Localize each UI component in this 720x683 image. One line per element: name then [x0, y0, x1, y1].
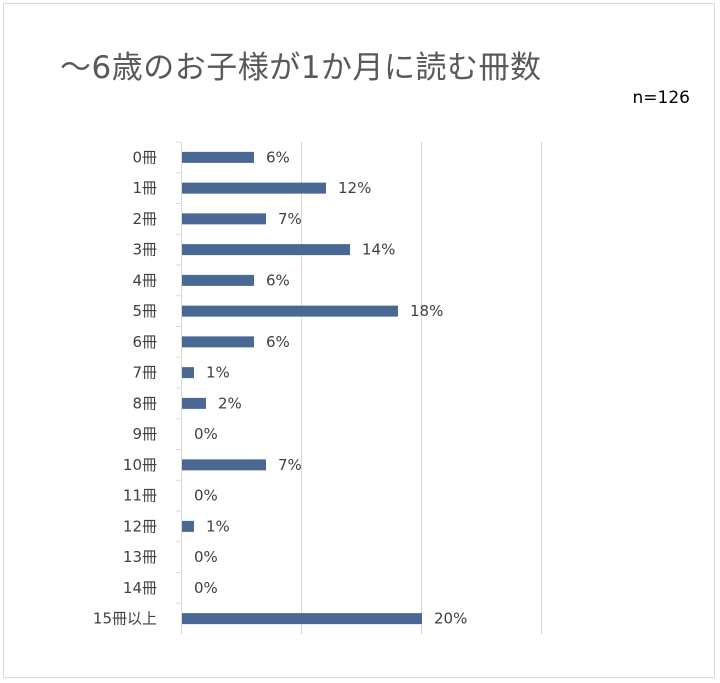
value-label-0: 6%	[266, 148, 290, 166]
bar-7	[182, 367, 194, 379]
chart-frame	[3, 3, 715, 678]
category-label-4: 4冊	[132, 271, 157, 289]
bar-12	[182, 520, 194, 532]
category-label-5: 5冊	[132, 302, 157, 320]
value-label-7: 1%	[206, 364, 230, 382]
value-label-3: 14%	[362, 241, 395, 259]
bar-2	[182, 213, 266, 225]
category-label-15: 15冊以上	[93, 610, 157, 628]
value-label-8: 2%	[218, 394, 242, 412]
category-label-13: 13冊	[123, 548, 157, 566]
bar-4	[182, 274, 254, 286]
chart-title: ～6歳のお子様が1か月に読む冊数	[60, 50, 542, 86]
bar-6	[182, 336, 254, 348]
bar-15	[182, 613, 422, 625]
category-label-3: 3冊	[132, 241, 157, 259]
category-label-9: 9冊	[132, 425, 157, 443]
value-label-6: 6%	[266, 333, 290, 351]
value-label-9: 0%	[194, 425, 218, 443]
value-label-12: 1%	[206, 517, 230, 535]
category-label-11: 11冊	[123, 487, 157, 505]
value-label-11: 0%	[194, 487, 218, 505]
value-label-13: 0%	[194, 548, 218, 566]
value-label-4: 6%	[266, 271, 290, 289]
bar-0	[182, 151, 254, 163]
category-label-10: 10冊	[123, 456, 157, 474]
category-label-6: 6冊	[132, 333, 157, 351]
sample-size-note: n=126	[632, 88, 690, 108]
value-label-5: 18%	[410, 302, 443, 320]
category-label-0: 0冊	[132, 148, 157, 166]
category-label-12: 12冊	[123, 517, 157, 535]
category-label-2: 2冊	[132, 210, 157, 228]
category-label-1: 1冊	[132, 179, 157, 197]
value-label-2: 7%	[278, 210, 302, 228]
value-label-1: 12%	[338, 179, 371, 197]
category-label-14: 14冊	[123, 579, 157, 597]
category-label-8: 8冊	[132, 394, 157, 412]
bar-8	[182, 397, 206, 409]
value-label-15: 20%	[434, 610, 467, 628]
bar-3	[182, 244, 350, 256]
bar-5	[182, 305, 398, 317]
value-label-10: 7%	[278, 456, 302, 474]
value-label-14: 0%	[194, 579, 218, 597]
bar-10	[182, 459, 266, 471]
bar-1	[182, 182, 326, 194]
category-label-7: 7冊	[132, 364, 157, 382]
